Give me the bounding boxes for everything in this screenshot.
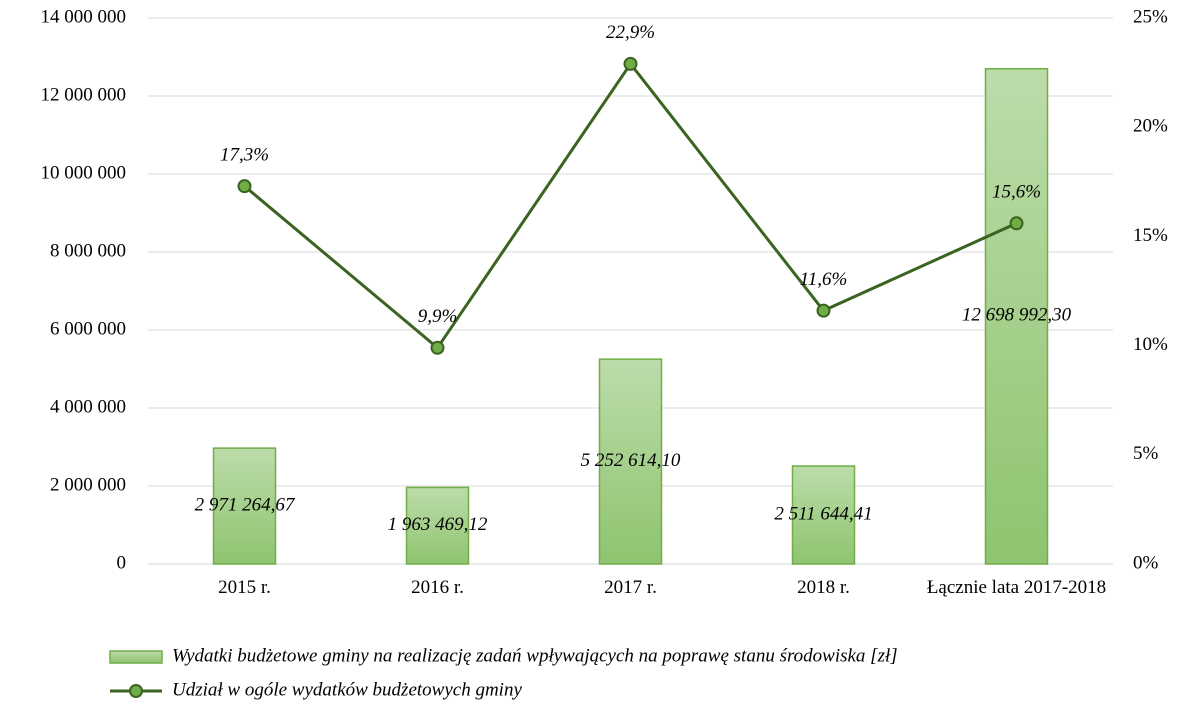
data-label: 9,9% bbox=[418, 306, 458, 327]
bar bbox=[984, 67, 1049, 565]
x-tick-label-box: 2018 r. bbox=[797, 577, 850, 598]
y2-tick-label: 0% bbox=[1133, 552, 1159, 573]
x-tick-label-box: Łącznie lata 2017-2018 bbox=[926, 577, 1107, 598]
data-label: 2 511 644,41 bbox=[774, 503, 872, 524]
y2-tick-label: 25% bbox=[1133, 6, 1168, 27]
x-tick-label: 2018 r. bbox=[797, 577, 850, 598]
data-label: 17,3% bbox=[220, 145, 269, 166]
y-tick-label: 10 000 000 bbox=[41, 162, 127, 183]
line-marker bbox=[623, 56, 638, 71]
line bbox=[243, 61, 1018, 350]
data-label: 1 963 469,12 bbox=[388, 514, 488, 535]
y2-tick-label: 5% bbox=[1133, 443, 1159, 464]
y-tick-label: 6 000 000 bbox=[50, 318, 126, 339]
data-label: 15,6% bbox=[992, 182, 1041, 203]
bar bbox=[212, 447, 277, 565]
legend-label: Udział w ogóle wydatków budżetowych gmin… bbox=[172, 679, 522, 700]
bar bbox=[405, 486, 470, 565]
y-tick-label: 4 000 000 bbox=[50, 396, 126, 417]
legend-marker bbox=[129, 684, 143, 698]
x-tick-label: 2017 r. bbox=[604, 577, 657, 598]
x-tick-label-box: 2017 r. bbox=[604, 577, 657, 598]
data-label: 22,9% bbox=[606, 22, 655, 43]
data-label: 5 252 614,10 bbox=[581, 450, 681, 471]
x-tick-label-box: 2015 r. bbox=[218, 577, 271, 598]
line-marker bbox=[1009, 216, 1024, 231]
line-marker bbox=[237, 179, 252, 194]
y-tick-label: 2 000 000 bbox=[50, 474, 126, 495]
line-marker bbox=[816, 303, 831, 318]
y-tick-label: 12 000 000 bbox=[41, 84, 127, 105]
x-tick-label: 2015 r. bbox=[218, 577, 271, 598]
y2-tick-label: 15% bbox=[1133, 225, 1168, 246]
y2-tick-label: 10% bbox=[1133, 334, 1168, 355]
y2-tick-label: 20% bbox=[1133, 116, 1168, 137]
line-marker bbox=[430, 340, 445, 355]
y-tick-label: 8 000 000 bbox=[50, 240, 126, 261]
x-tick-label: 2016 r. bbox=[411, 577, 464, 598]
data-label: 11,6% bbox=[800, 269, 848, 290]
y-tick-label: 14 000 000 bbox=[41, 6, 127, 27]
data-label: 12 698 992,30 bbox=[962, 305, 1072, 326]
legend-label: Wydatki budżetowe gminy na realizację za… bbox=[172, 645, 898, 666]
y-tick-label: 0 bbox=[117, 552, 127, 573]
x-tick-label-box: 2016 r. bbox=[411, 577, 464, 598]
legend-swatch bbox=[109, 650, 163, 664]
x-tick-label: Łącznie lata 2017-2018 bbox=[926, 577, 1107, 598]
bar bbox=[598, 358, 663, 565]
data-label: 2 971 264,67 bbox=[195, 494, 296, 515]
bar bbox=[791, 465, 856, 565]
